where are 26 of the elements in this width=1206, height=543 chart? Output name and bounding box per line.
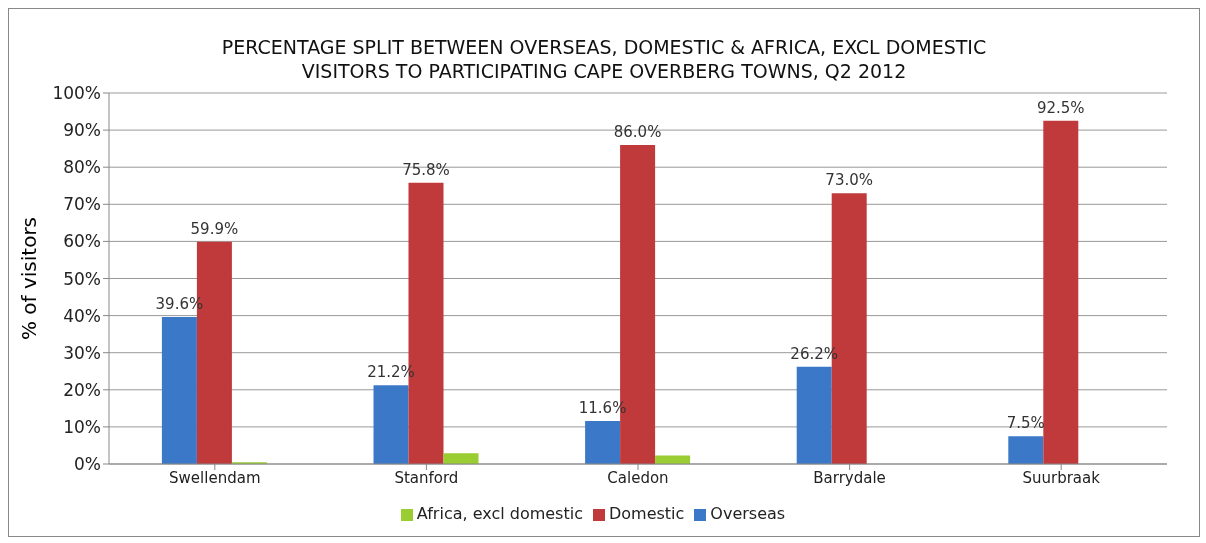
data-label: 86.0% [613,122,662,141]
x-tick-label: Suurbraak [1022,468,1101,487]
y-tick-label: 90% [63,120,101,141]
x-tick-label: Stanford [394,468,459,487]
y-axis-title: % of visitors [17,216,42,341]
y-tick-label: 60% [63,231,101,252]
y-tick-label: 0% [74,454,101,475]
x-tick-label: Swellendam [169,468,261,487]
y-tick-label: 80% [63,157,101,178]
data-label: 75.8% [402,160,450,179]
data-label: 92.5% [1036,98,1085,117]
y-tick-label: 40% [63,305,101,326]
legend-label: Domestic [608,504,685,523]
data-label: 59.9% [190,219,239,238]
chart-title: PERCENTAGE SPLIT BETWEEN OVERSEAS, DOMESTIC & AFRICA, EXCL DOMESTIC VISITORS TO PARTICIPATING CAPE OVERBERG TOWNS, Q2 2012 [220,35,988,83]
x-tick-label: Barrydale [813,468,886,487]
y-tick-label: 100% [52,83,101,104]
x-tick-label: Caledon [607,468,669,487]
y-tick-label: 70% [63,194,101,215]
y-tick-label: 30% [63,342,101,363]
y-tick-label: 10% [63,416,101,437]
y-tick-label: 20% [63,379,101,400]
data-label: 73.0% [825,171,874,190]
legend-label: Africa, excl domestic [416,504,583,523]
legend-label: Overseas [710,504,786,523]
y-tick-label: 50% [63,268,101,289]
